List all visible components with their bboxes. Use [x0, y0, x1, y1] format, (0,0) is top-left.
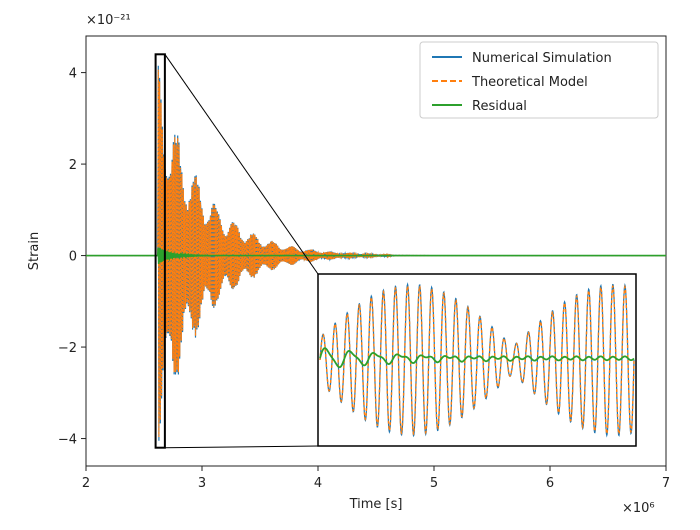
x-axis-label: Time [s]	[349, 497, 403, 512]
x-tick-label: 7	[662, 476, 670, 491]
x-ticks: 2 3 4 5 6 7	[82, 466, 670, 491]
x-offset-label: ×10⁶	[622, 501, 655, 516]
y-tick-label: 0	[69, 250, 77, 265]
zoom-region-box	[154, 53, 166, 449]
x-tick-label: 2	[82, 476, 90, 491]
y-tick-label: −2	[58, 341, 77, 356]
legend-label-numerical: Numerical Simulation	[472, 51, 612, 66]
y-offset-label: ×10⁻²¹	[86, 13, 131, 28]
legend-box	[419, 41, 659, 119]
legend-label-residual: Residual	[472, 99, 527, 114]
y-tick-label: 4	[69, 67, 77, 82]
legend-label-theoretical: Theoretical Model	[471, 75, 588, 90]
inset-residual-line	[319, 347, 635, 369]
y-tick-label: 2	[69, 158, 77, 173]
zoom-inset	[154, 53, 637, 449]
y-tick-label: −4	[58, 433, 77, 448]
legend: Numerical Simulation Theoretical Model R…	[419, 41, 659, 119]
zoom-connector-bottom	[164, 445, 319, 449]
x-tick-label: 5	[430, 476, 438, 491]
y-ticks: −4 −2 0 2 4	[58, 67, 86, 448]
x-tick-label: 3	[198, 476, 206, 491]
x-tick-label: 4	[314, 476, 322, 491]
y-axis-label: Strain	[27, 232, 42, 271]
inset-theoretical-line	[319, 283, 635, 436]
x-tick-label: 6	[546, 476, 554, 491]
series-residual-line	[86, 247, 666, 265]
zoom-connector-top	[164, 54, 319, 275]
main-lines	[86, 65, 666, 441]
